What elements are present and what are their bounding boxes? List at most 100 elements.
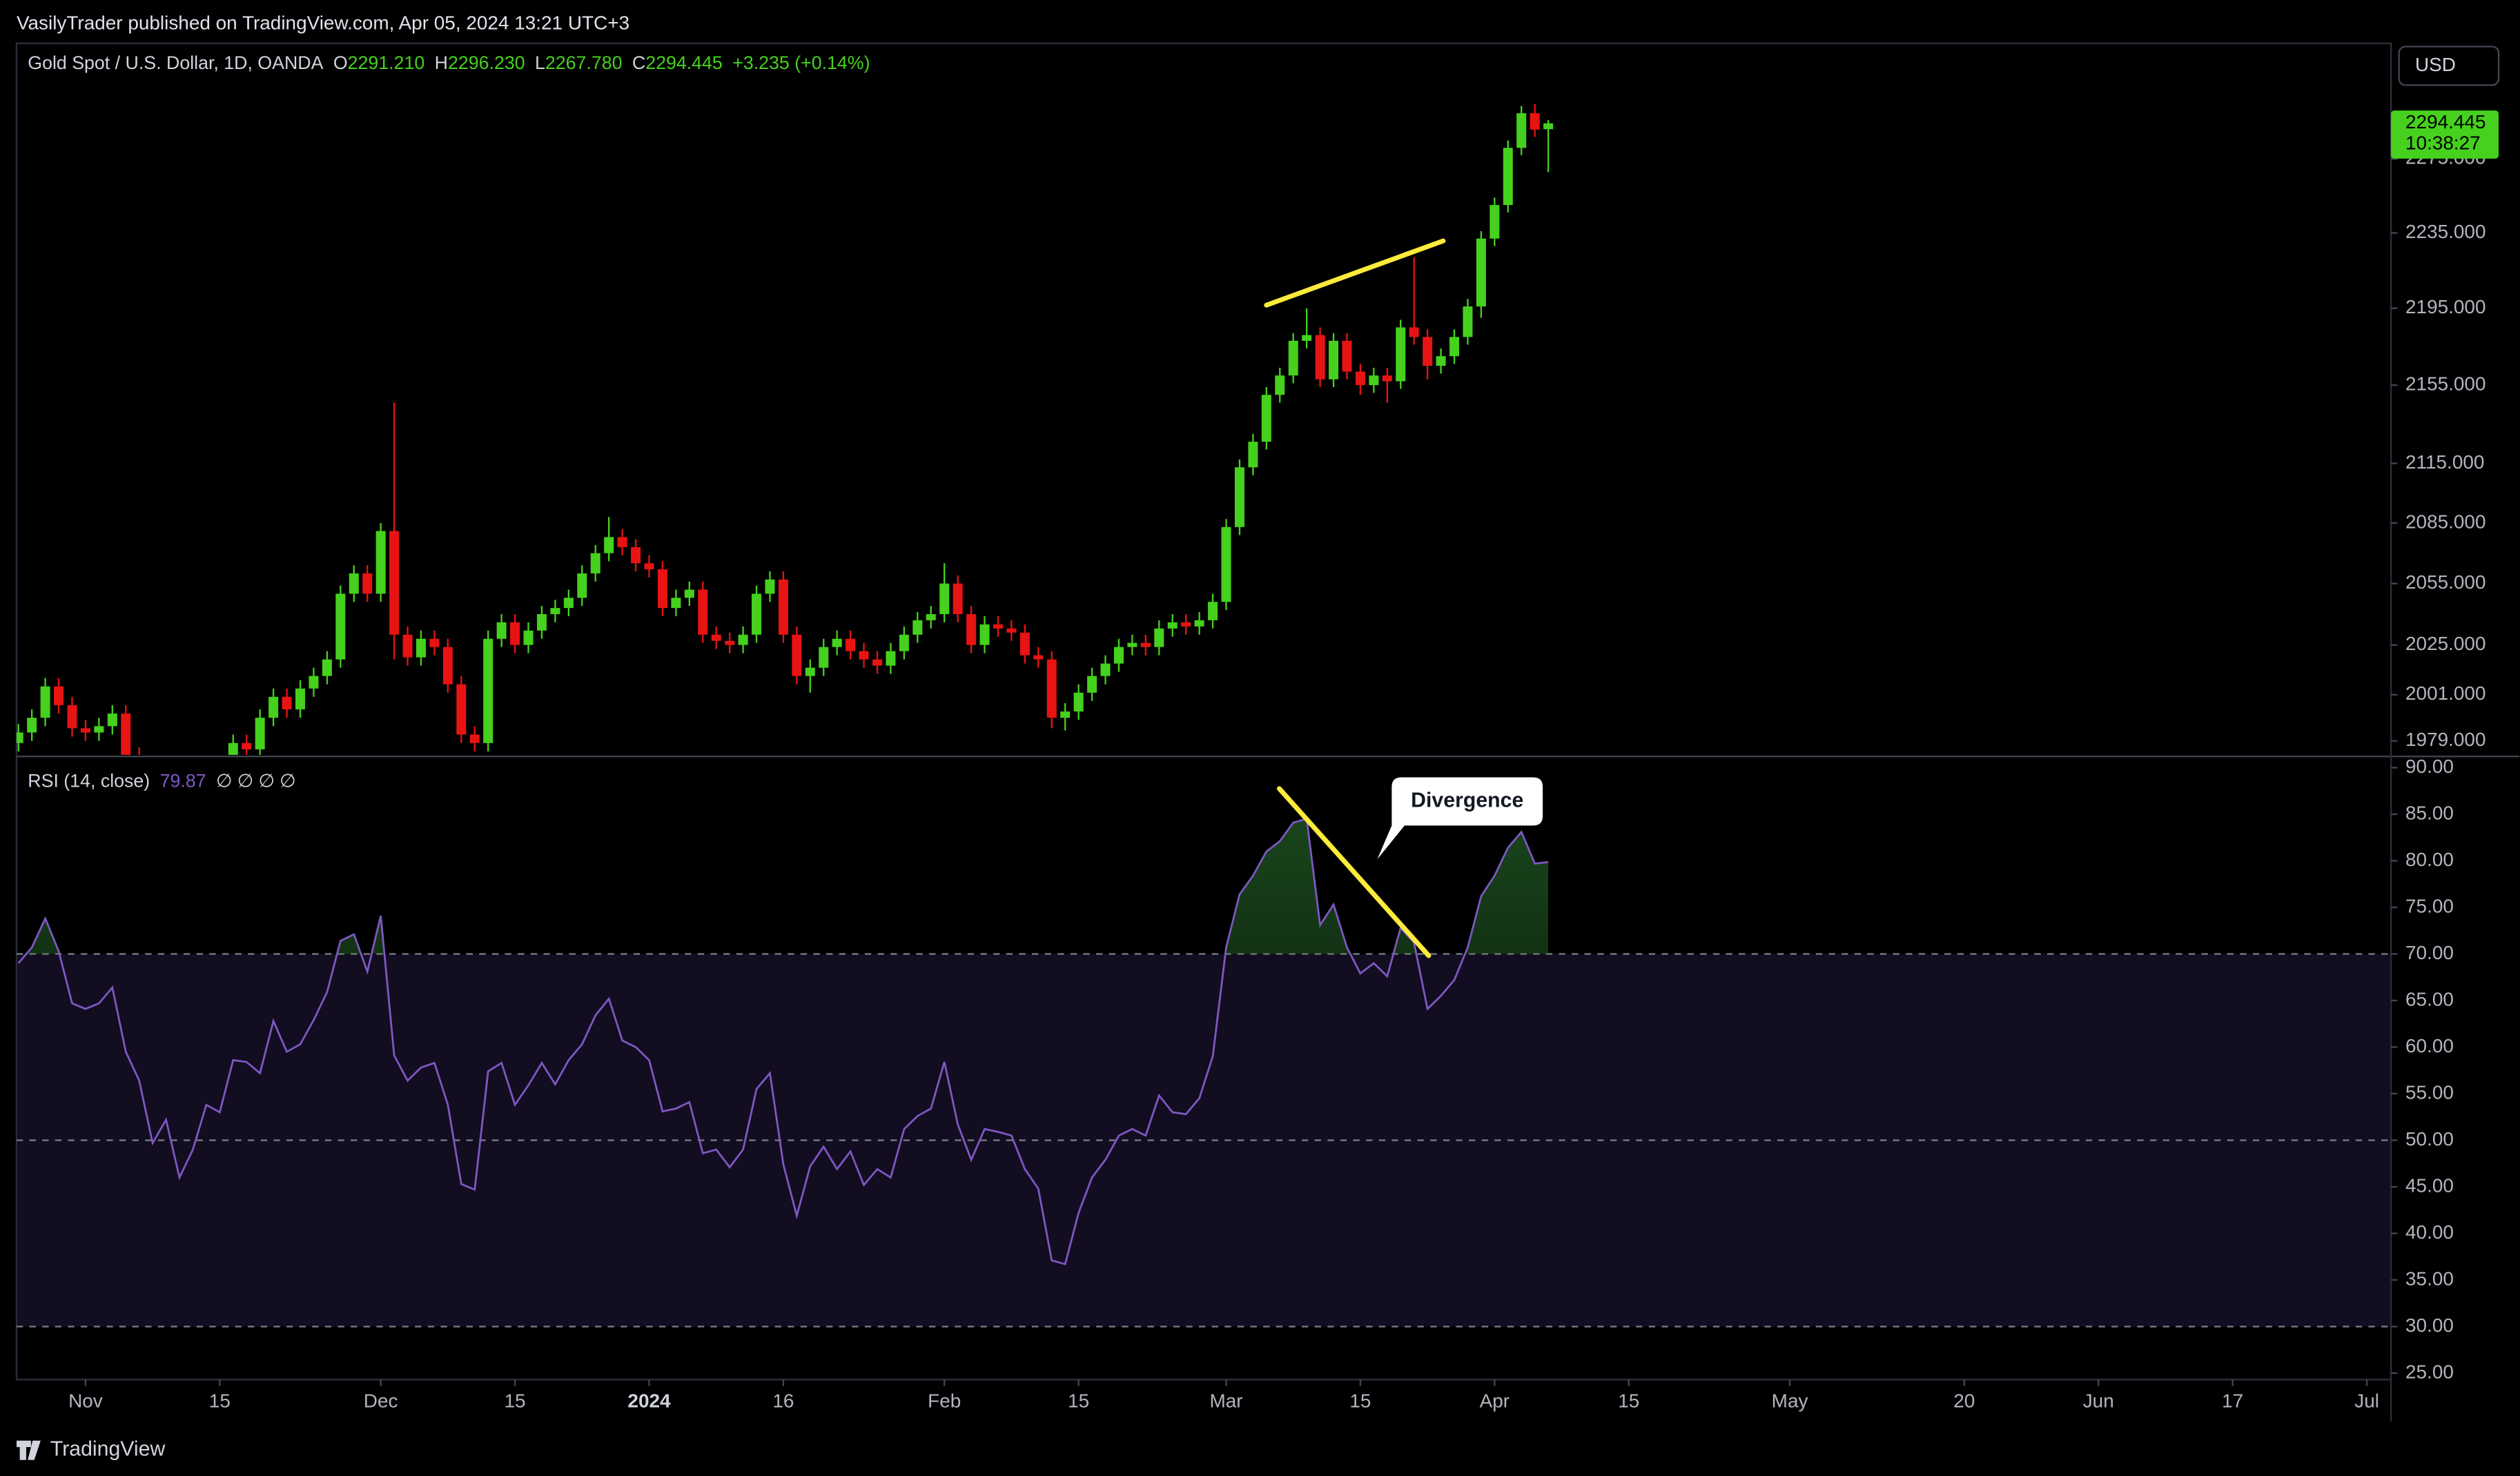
candle-body	[496, 622, 507, 639]
candle-body	[886, 651, 896, 666]
rsi-line	[17, 817, 1549, 1266]
candle-body	[389, 531, 400, 635]
candle-body	[510, 622, 520, 645]
candle-body	[725, 640, 735, 645]
footer-brand: TradingView	[50, 1438, 166, 1461]
y-tick-label: 2025.000	[2405, 633, 2485, 654]
y-tick-label: 50.00	[2405, 1128, 2454, 1150]
candle-body	[349, 573, 359, 594]
y-tick-label: 60.00	[2405, 1035, 2454, 1056]
candle-body	[27, 718, 37, 733]
x-tick-label: 20	[1953, 1390, 1975, 1411]
candle-body	[1489, 205, 1500, 239]
candle-body	[1060, 711, 1071, 718]
rsi-title: RSI (14, close)	[28, 771, 150, 791]
x-tick-label: Mar	[1209, 1390, 1242, 1411]
candle-body	[1248, 442, 1258, 468]
candle-body	[979, 624, 990, 645]
candle-body	[912, 620, 923, 635]
rsi-value: 79.87	[160, 771, 206, 791]
candle-body	[644, 563, 654, 570]
x-tick-label: Feb	[928, 1390, 961, 1411]
candle-body	[752, 593, 762, 635]
candle-body	[469, 734, 480, 743]
ohlc-value: 2294.445	[645, 52, 723, 73]
candle-body	[1087, 676, 1097, 693]
y-tick-label: 55.00	[2405, 1081, 2454, 1103]
candle-body	[309, 676, 319, 689]
candle-body	[1100, 663, 1111, 676]
candle-body	[939, 583, 950, 615]
price-pane	[16, 104, 1554, 755]
candle-body	[617, 537, 627, 547]
trend-line	[1276, 786, 1432, 958]
rsi-legend: RSI (14, close) 79.87 ∅ ∅ ∅ ∅	[28, 771, 295, 791]
candle-body	[604, 537, 614, 553]
candle-body	[859, 651, 869, 660]
currency-label[interactable]: USD	[2415, 54, 2456, 75]
candle-body	[993, 624, 1003, 629]
candle-body	[1275, 375, 1285, 395]
candle-body	[429, 638, 440, 647]
symbol-legend: Gold Spot / U.S. Dollar, 1D, OANDA O2291…	[28, 52, 870, 73]
callout-text: Divergence	[1411, 789, 1523, 811]
price-tag-box	[2391, 110, 2499, 159]
candle-body	[121, 714, 131, 755]
candle-body	[1073, 692, 1084, 712]
candle-body	[1436, 356, 1446, 366]
candle-body	[1329, 340, 1339, 380]
x-tick-label: Apr	[1480, 1390, 1510, 1411]
y-tick-label: 2055.000	[2405, 571, 2485, 593]
candle-body	[67, 705, 77, 729]
candle-body	[953, 583, 963, 615]
candle-body	[335, 593, 346, 660]
x-tick-label: 15	[1618, 1390, 1639, 1411]
y-tick-label: 75.00	[2405, 895, 2454, 916]
candle-body	[442, 647, 453, 685]
candle-body	[872, 659, 883, 666]
candle-body	[1167, 622, 1178, 629]
candle-body	[295, 688, 305, 710]
symbol: Gold Spot / U.S. Dollar, 1D, OANDA	[28, 52, 323, 73]
candle-body	[563, 598, 574, 609]
candle-body	[684, 589, 694, 598]
candle-body	[523, 630, 534, 645]
candle-body	[94, 726, 104, 733]
candle-body	[846, 638, 856, 651]
change: +3.235 (+0.14%)	[732, 52, 870, 73]
x-tick-label: 16	[772, 1390, 794, 1411]
candle-body	[242, 742, 252, 749]
candle-body	[1396, 327, 1406, 382]
candle-body	[228, 742, 238, 755]
y-tick-label: 35.00	[2405, 1268, 2454, 1289]
price-tag-price: 2294.445	[2405, 111, 2485, 132]
y-tick-label: 2155.000	[2405, 373, 2485, 395]
logo	[16, 1440, 41, 1460]
publish-header: VasilyTrader published on TradingView.co…	[17, 12, 629, 33]
candle-body	[1369, 375, 1379, 386]
candle-body	[1543, 123, 1554, 130]
trend-line	[1264, 238, 1446, 308]
candle-body	[778, 579, 788, 635]
x-tick-label: 15	[505, 1390, 526, 1411]
y-tick-label: 2001.000	[2405, 682, 2485, 704]
y-tick-label: 80.00	[2405, 849, 2454, 870]
x-tick-label: Jul	[2354, 1390, 2379, 1411]
candle-body	[819, 647, 829, 668]
candle-body	[1140, 642, 1151, 647]
candle-body	[362, 573, 373, 594]
candle-body	[402, 634, 413, 658]
candle-body	[456, 684, 467, 735]
candle-body	[375, 531, 386, 594]
x-tick-label: 15	[1349, 1390, 1371, 1411]
y-tick-label: 45.00	[2405, 1174, 2454, 1196]
currency-button[interactable]	[2398, 46, 2500, 86]
candle-body	[1476, 238, 1486, 307]
candle-body	[1463, 306, 1473, 337]
candle-body	[1423, 337, 1433, 366]
candle-body	[255, 718, 265, 749]
candle-body	[966, 614, 977, 645]
candle-body	[1315, 335, 1325, 380]
y-tick-label: 90.00	[2405, 756, 2454, 777]
